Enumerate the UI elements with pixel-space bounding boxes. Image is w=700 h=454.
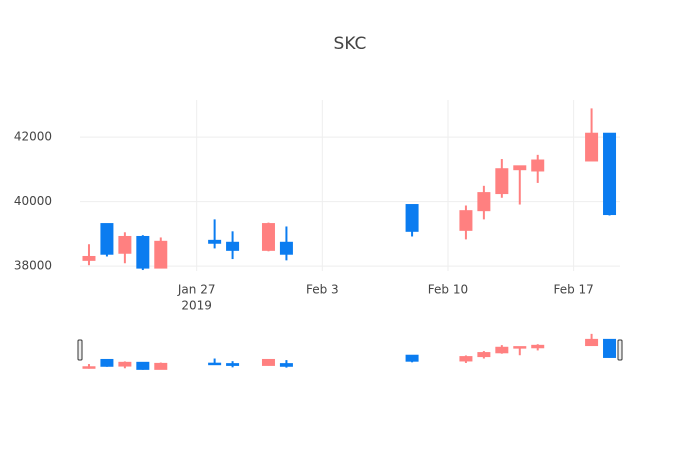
candle <box>603 132 617 216</box>
slider-candle <box>513 346 527 356</box>
candle-body <box>118 235 132 254</box>
slider-candle <box>118 361 132 369</box>
candle <box>405 204 419 237</box>
slider-candle-body <box>531 344 545 349</box>
candle <box>513 165 527 205</box>
slider-candle-body <box>585 338 599 347</box>
candle-body <box>477 192 491 212</box>
slider-candle-body <box>261 358 275 366</box>
slider-candle <box>226 361 240 368</box>
candle-body <box>405 204 419 232</box>
candle <box>118 232 132 264</box>
candle <box>279 226 293 261</box>
slider-candle <box>459 355 473 363</box>
candle-body <box>100 223 114 255</box>
candle <box>226 231 240 260</box>
candle-body <box>261 223 275 251</box>
candle-body <box>495 168 509 195</box>
slider-candle-body <box>477 352 491 358</box>
slider-candle <box>531 344 545 351</box>
x-tick-label: Feb 10 <box>428 283 468 297</box>
slider-candle <box>405 354 419 363</box>
candle <box>208 219 222 249</box>
slider-candle-body <box>603 338 617 358</box>
slider-candle <box>154 362 168 370</box>
slider-candle <box>208 358 222 366</box>
candle-body <box>279 241 293 255</box>
candle <box>477 185 491 220</box>
slider-candle <box>495 345 509 354</box>
candle-body <box>459 210 473 231</box>
slider-candle-body <box>118 361 132 367</box>
slider-candle-body <box>513 346 527 349</box>
slider-candle <box>585 333 599 347</box>
slider-candle-body <box>495 346 509 354</box>
candle <box>100 223 114 257</box>
candle-body <box>513 165 527 171</box>
y-tick-label: 42000 <box>14 130 52 144</box>
slider-candle-body <box>226 363 240 366</box>
candle <box>495 159 509 198</box>
candle-body <box>226 241 240 251</box>
candle-body <box>154 240 168 269</box>
range-handle <box>77 339 83 361</box>
candle <box>531 154 545 183</box>
slider-candle <box>82 364 96 369</box>
candle-body <box>208 239 222 244</box>
slider-candle <box>136 361 150 370</box>
candle-body <box>136 235 150 269</box>
candle-body <box>82 255 96 261</box>
y-tick-label: 38000 <box>14 259 52 273</box>
slider-candle-body <box>82 366 96 369</box>
candle-body <box>531 159 545 172</box>
candle <box>82 244 96 266</box>
candle <box>261 222 275 252</box>
slider-candle-body <box>136 361 150 370</box>
x-tick-year: 2019 <box>181 299 212 313</box>
candle <box>154 237 168 269</box>
slider-candle-body <box>208 362 222 366</box>
candle <box>136 235 150 271</box>
candle-body <box>603 132 617 216</box>
range-handle <box>617 339 623 361</box>
x-tick-label: Feb 17 <box>553 283 593 297</box>
slider-candle <box>100 358 114 367</box>
y-tick-label: 40000 <box>14 194 52 208</box>
slider-candle-body <box>459 356 473 362</box>
slider-candle <box>477 351 491 359</box>
slider-candle-body <box>154 362 168 370</box>
slider-candle-body <box>405 354 419 362</box>
candle <box>459 205 473 240</box>
candle-body <box>585 132 599 162</box>
slider-candle <box>279 360 293 368</box>
x-tick-label: Feb 3 <box>306 283 339 297</box>
slider-candle-body <box>100 358 114 367</box>
slider-candle-body <box>279 363 293 367</box>
slider-candle <box>603 338 617 358</box>
candle <box>585 108 599 162</box>
chart-title: SKC <box>334 34 367 54</box>
x-tick-label: Jan 27 <box>177 283 216 297</box>
slider-candle <box>261 358 275 366</box>
